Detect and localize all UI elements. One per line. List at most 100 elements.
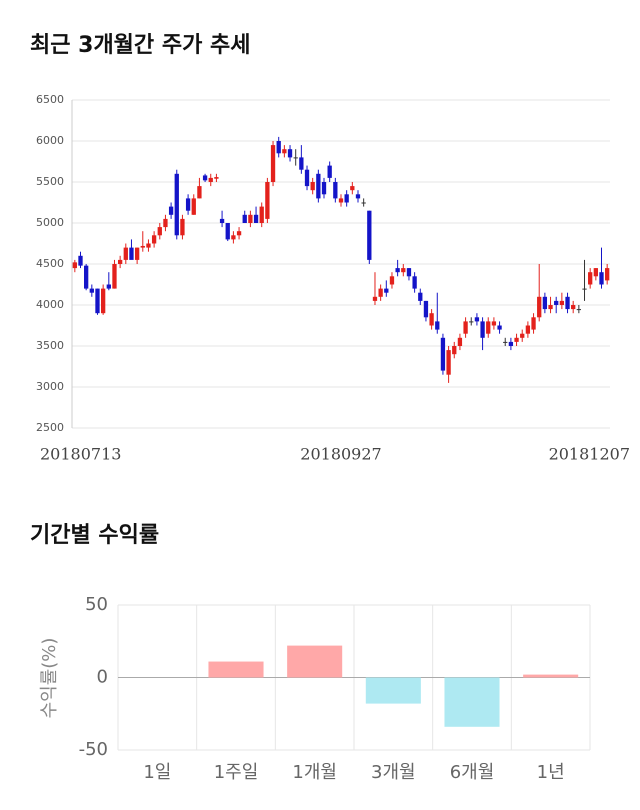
candle-body — [582, 288, 587, 290]
candle-body — [100, 288, 106, 314]
candle-body — [520, 333, 525, 338]
candle-body — [168, 206, 174, 215]
bar — [523, 674, 579, 678]
candle-body — [469, 321, 474, 323]
x-tick-label: 1주일 — [214, 762, 259, 783]
candle-body — [214, 177, 219, 179]
y-tick-label: 5500 — [36, 175, 64, 188]
candle-body — [338, 198, 344, 203]
y-tick-label: -50 — [79, 739, 108, 760]
candle-body — [95, 288, 100, 314]
candle-body — [310, 182, 315, 191]
y-tick-label: 2500 — [36, 421, 64, 434]
candle-body — [486, 321, 491, 334]
candle-body — [599, 272, 604, 285]
candle-body — [140, 245, 145, 248]
candle-body — [474, 317, 480, 322]
candle-body — [197, 186, 202, 199]
candle-body — [236, 231, 242, 236]
candle-body — [514, 337, 519, 342]
candle-body — [72, 262, 77, 269]
candle-body — [406, 268, 412, 277]
candle-body — [321, 182, 327, 195]
candle-body — [457, 337, 463, 346]
x-tick-label: 1년 — [537, 762, 565, 783]
candle-body — [508, 341, 514, 346]
candle-body — [418, 292, 423, 301]
candle-body — [525, 325, 531, 334]
x-tick-label: 20181207 — [549, 445, 630, 464]
candle-body — [265, 182, 270, 219]
candle-body — [588, 272, 593, 285]
candle-body — [134, 247, 140, 260]
candle-body — [191, 198, 196, 215]
candle-body — [497, 325, 502, 330]
bar — [365, 677, 421, 704]
candle-body — [225, 223, 230, 240]
bar — [287, 645, 343, 678]
candle-body — [395, 268, 400, 273]
bar — [444, 677, 500, 727]
x-tick-label: 1일 — [143, 762, 171, 783]
candle-body — [423, 300, 429, 318]
candle-body — [576, 309, 582, 311]
candle-body — [316, 173, 321, 199]
candle-body — [89, 288, 94, 293]
candle-body — [259, 206, 264, 223]
candle-body — [231, 235, 236, 240]
candle-body — [304, 169, 310, 187]
candle-body — [299, 157, 304, 170]
candle-body — [129, 247, 134, 260]
candle-body — [480, 321, 485, 338]
candle-body — [146, 243, 151, 248]
candle-body — [537, 296, 542, 318]
y-tick-label: 6500 — [36, 93, 64, 106]
y-tick-label: 4500 — [36, 257, 64, 270]
candle-body — [429, 313, 434, 326]
candle-body — [559, 300, 565, 305]
x-tick-label: 20180927 — [300, 445, 381, 464]
candle-body — [350, 186, 355, 191]
candle-body — [372, 296, 378, 301]
candle-body — [180, 218, 185, 236]
candle-body — [123, 247, 128, 260]
candle-body — [253, 214, 259, 223]
x-tick-label: 20180713 — [40, 445, 121, 464]
candle-body — [174, 173, 179, 236]
y-axis-label: 수익률(%) — [39, 638, 60, 719]
candle-body — [327, 165, 332, 178]
candle-body — [151, 235, 157, 244]
candle-body — [219, 218, 225, 223]
y-tick-label: 50 — [85, 594, 108, 615]
candle-body — [355, 194, 361, 199]
candle-body — [163, 218, 168, 228]
candle-body — [333, 182, 338, 199]
candle-body — [401, 268, 406, 273]
candle-body — [605, 268, 610, 281]
candle-body — [435, 321, 440, 330]
candle-body — [78, 255, 83, 266]
candle-body — [542, 296, 548, 310]
y-tick-label: 3500 — [36, 339, 64, 352]
y-tick-label: 0 — [97, 667, 108, 688]
candle-body — [84, 265, 89, 289]
candle-body — [531, 317, 536, 330]
candle-body — [276, 141, 281, 154]
candle-body — [344, 194, 349, 203]
candle-body — [554, 300, 559, 305]
candle-body — [361, 202, 366, 204]
chart-title: 기간별 수익률 — [30, 523, 159, 548]
candle-body — [571, 305, 576, 310]
candle-body — [503, 341, 508, 343]
candle-body — [452, 346, 457, 355]
candle-body — [593, 268, 598, 277]
candle-body — [548, 305, 553, 310]
candle-body — [384, 288, 389, 293]
candle-body — [367, 210, 372, 260]
candle-body — [242, 214, 247, 223]
candle-body — [287, 149, 293, 158]
candle-body — [202, 175, 208, 181]
candle-body — [463, 321, 468, 334]
y-tick-label: 6000 — [36, 134, 64, 147]
